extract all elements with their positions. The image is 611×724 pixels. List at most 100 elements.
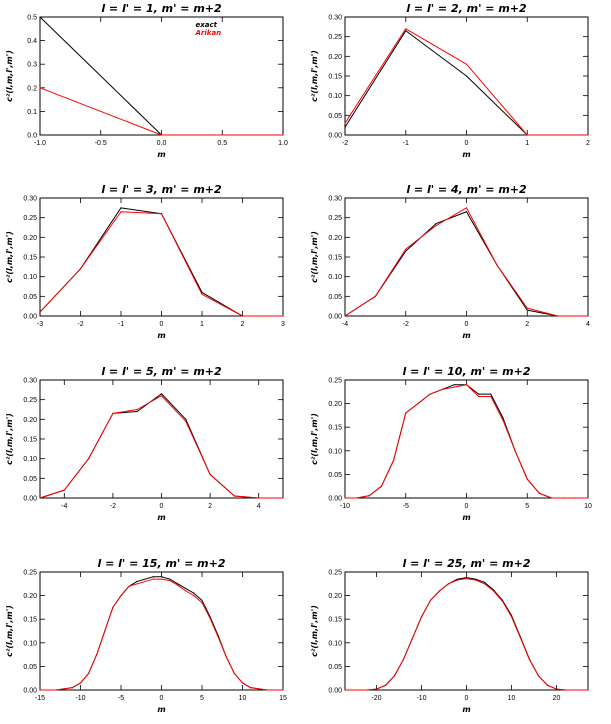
data-point <box>144 578 146 580</box>
data-point <box>537 675 540 677</box>
x-tick-label: 2 <box>586 140 590 147</box>
series-line-2 <box>39 395 283 499</box>
y-axis-label: c²(l,m,l',m') <box>5 231 14 283</box>
y-tick-label: 0.0 <box>27 133 37 140</box>
data-point <box>546 684 549 686</box>
data-point <box>465 63 468 65</box>
data-point <box>587 689 589 691</box>
y-tick-label: 0.10 <box>328 93 342 100</box>
series-line-1 <box>344 211 588 317</box>
plot-frame <box>344 571 589 691</box>
series-line-2 <box>344 207 588 317</box>
y-tick-label: 0.5 <box>27 15 37 22</box>
y-tick-label: 0.15 <box>23 437 37 444</box>
data-point <box>420 616 423 618</box>
x-tick-label: 10 <box>239 695 247 702</box>
x-tick-label: -10 <box>75 695 85 702</box>
data-point <box>201 599 203 601</box>
data-point <box>39 16 41 18</box>
data-point <box>160 578 163 580</box>
y-tick-label: 0.20 <box>328 54 342 61</box>
data-point <box>160 576 163 578</box>
data-point <box>71 687 73 689</box>
data-point <box>144 580 146 583</box>
data-point <box>177 584 179 586</box>
x-tick-label: 10 <box>508 695 516 702</box>
y-tick-label: 0.15 <box>23 255 37 262</box>
y-tick-label: 0.25 <box>23 215 37 222</box>
series-line-2 <box>39 211 283 317</box>
y-tick-label: 0.00 <box>328 496 342 503</box>
data-point <box>483 583 486 585</box>
data-point <box>501 600 504 602</box>
data-point <box>39 87 41 89</box>
data-point <box>405 412 407 414</box>
chart-title: l = l' = 2, m' = m+2 <box>406 2 527 15</box>
data-point <box>429 599 432 601</box>
plot-frame <box>344 197 589 317</box>
x-tick-label: 0 <box>160 503 164 510</box>
data-point <box>456 578 459 580</box>
series-line-1 <box>345 384 588 499</box>
x-tick-label: 0 <box>160 695 164 702</box>
data-point <box>88 458 90 460</box>
data-point <box>112 606 114 609</box>
data-point <box>201 602 203 604</box>
data-point <box>185 590 187 592</box>
x-tick-label: -15 <box>35 695 45 702</box>
data-point <box>526 134 528 136</box>
x-tick-label: 1 <box>200 321 204 328</box>
series-line-1 <box>40 576 283 691</box>
y-tick-label: 0.05 <box>328 664 342 671</box>
data-point <box>587 315 589 317</box>
data-point <box>514 450 516 452</box>
data-point <box>96 654 98 656</box>
data-point <box>128 585 130 587</box>
x-tick-label: -2 <box>110 503 116 510</box>
data-point <box>282 134 284 136</box>
data-point <box>152 576 154 578</box>
series-line-1 <box>345 577 588 691</box>
x-axis-label: m <box>462 705 470 714</box>
data-point <box>492 590 495 592</box>
data-point <box>177 583 179 585</box>
chart-panel-1: l = l' = 1, m' = m+2 -1.0 -0.5 0.0 0.5 1.0 0.0… <box>5 2 288 159</box>
data-point <box>474 579 477 581</box>
y-tick-label: 0.20 <box>23 235 37 242</box>
x-axis-label: m <box>157 150 165 159</box>
data-point <box>526 478 528 480</box>
data-point <box>136 410 138 413</box>
data-point <box>241 682 244 684</box>
x-tick-label: -5 <box>403 503 409 510</box>
y-tick-label: 0.20 <box>23 593 37 600</box>
chart-panel-3: l = l' = 3, m' = m+2 -3 -2 -1 0 1 2 3 0.00 0.05 0.… <box>5 183 285 340</box>
y-tick-label: 0.00 <box>328 688 342 695</box>
data-point <box>282 315 284 317</box>
data-point <box>169 579 171 582</box>
data-point <box>564 689 567 691</box>
series-line-2 <box>344 28 588 136</box>
data-point <box>483 581 486 583</box>
y-axis-label: c²(l,m,l',m') <box>310 605 319 657</box>
x-tick-label: -1 <box>118 321 124 328</box>
x-tick-label: 0 <box>465 321 469 328</box>
data-point <box>217 636 219 638</box>
chart-panel-4: l = l' = 4, m' = m+2 -4 -2 0 2 4 0.00 0.05 0.10 0… <box>310 183 590 340</box>
y-tick-label: 0.10 <box>23 456 37 463</box>
data-point <box>528 659 531 661</box>
y-axis-label: c²(l,m,l',m') <box>5 413 14 465</box>
y-tick-label: 0.00 <box>23 688 37 695</box>
data-point <box>519 637 522 639</box>
chart-panel-2: l = l' = 2, m' = m+2 -2 -1 0 1 2 0.00 0.05 0.10 0… <box>310 2 590 159</box>
data-point <box>344 497 346 499</box>
x-tick-label: 4 <box>257 503 261 510</box>
chart-title: l = l' = 5, m' = m+2 <box>101 365 222 378</box>
x-tick-label: 3 <box>281 321 285 328</box>
chart-panel-8: l = l' = 25, m' = m+2 -20 -10 0 10 20 0.00 0.05… <box>310 557 589 714</box>
data-point <box>563 497 565 499</box>
chart-title: l = l' = 10, m' = m+2 <box>402 365 530 378</box>
x-tick-label: 0.0 <box>157 140 167 147</box>
y-tick-label: 0.05 <box>328 294 342 301</box>
y-axis-label: c²(l,m,l',m') <box>310 50 319 102</box>
